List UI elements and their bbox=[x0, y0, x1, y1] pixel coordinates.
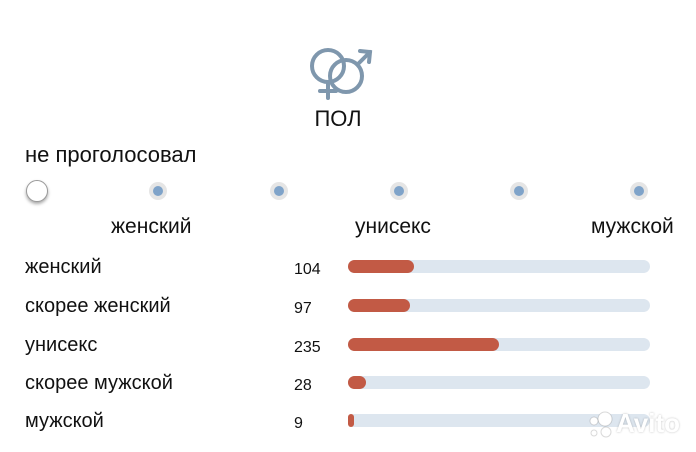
result-label: женский bbox=[25, 256, 102, 278]
result-count: 9 bbox=[294, 415, 303, 432]
result-label: скорее женский bbox=[25, 295, 171, 317]
result-label: мужской bbox=[25, 410, 104, 432]
scale-label-left: женский bbox=[111, 215, 192, 238]
result-label: унисекс bbox=[25, 334, 98, 356]
scale-labels: женский унисекс мужской bbox=[0, 215, 696, 243]
result-count: 235 bbox=[294, 339, 321, 356]
scale-label-middle: унисекс bbox=[355, 215, 431, 238]
result-count: 104 bbox=[294, 261, 321, 278]
section-title: ПОЛ bbox=[314, 106, 362, 131]
result-row: унисекс 235 bbox=[0, 334, 696, 364]
scale-option-2-radio[interactable] bbox=[149, 182, 167, 200]
result-bar-track bbox=[348, 260, 650, 273]
result-bar-fill bbox=[348, 376, 367, 389]
scale-option-4-radio[interactable] bbox=[390, 182, 408, 200]
scale-option-6-radio[interactable] bbox=[630, 182, 648, 200]
result-count: 28 bbox=[294, 377, 312, 394]
result-bar-track bbox=[348, 376, 650, 389]
avito-logo-icon bbox=[586, 410, 616, 440]
result-bar-fill bbox=[348, 414, 355, 427]
scale-option-5-radio[interactable] bbox=[510, 182, 528, 200]
result-bar-fill bbox=[348, 260, 415, 273]
rating-scale bbox=[0, 176, 696, 206]
result-row: скорее мужской 28 bbox=[0, 372, 696, 402]
not-voted-label: не проголосовал bbox=[25, 142, 197, 167]
result-label: скорее мужской bbox=[25, 372, 173, 394]
scale-option-1-radio[interactable] bbox=[26, 180, 48, 202]
scale-label-right: мужской bbox=[591, 215, 674, 238]
result-row: мужской 9 bbox=[0, 410, 696, 440]
result-bar-fill bbox=[348, 338, 499, 351]
result-row: скорее женский 97 bbox=[0, 295, 696, 325]
scale-option-3-radio[interactable] bbox=[270, 182, 288, 200]
male-female-gender-icon bbox=[310, 48, 373, 100]
result-bar-track bbox=[348, 299, 650, 312]
result-bar-fill bbox=[348, 299, 410, 312]
result-count: 97 bbox=[294, 300, 312, 317]
avito-watermark: Avito bbox=[586, 408, 680, 440]
watermark-text: Avito bbox=[616, 408, 681, 438]
result-bar-track bbox=[348, 338, 650, 351]
result-bar-track bbox=[348, 414, 650, 427]
result-row: женский 104 bbox=[0, 256, 696, 286]
